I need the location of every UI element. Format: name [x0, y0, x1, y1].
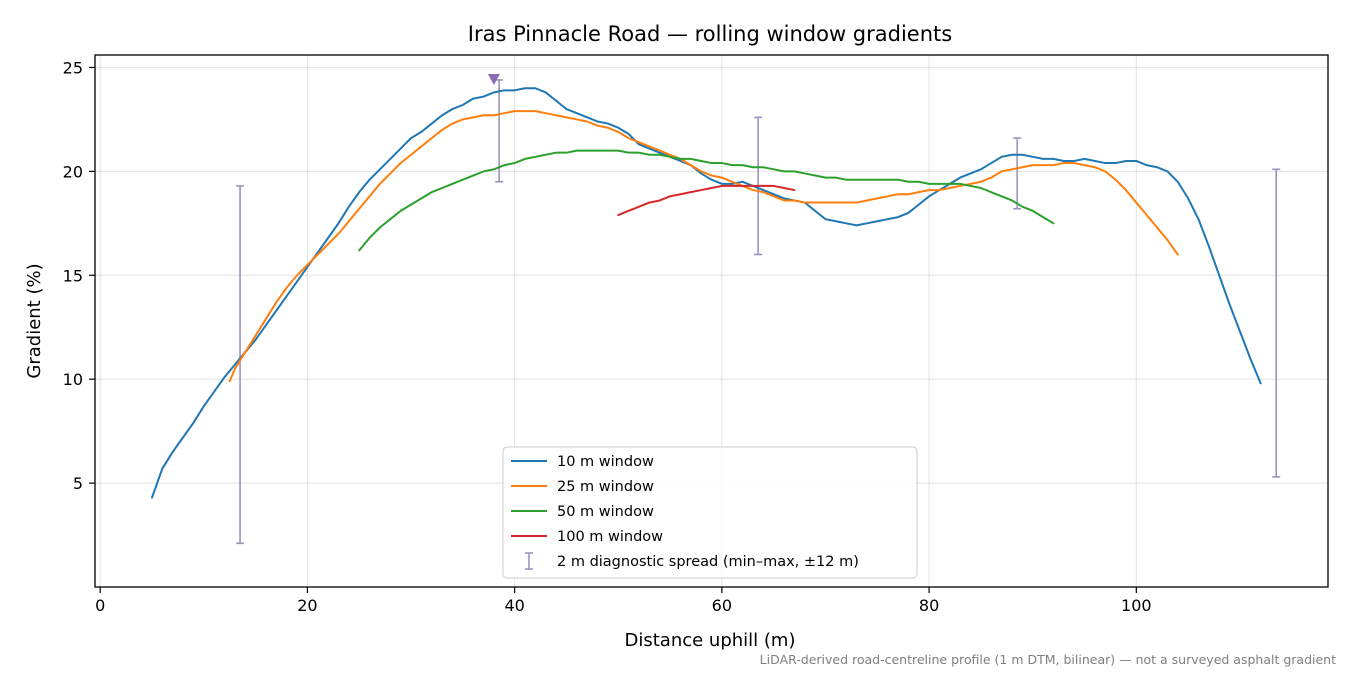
plot-frame	[94, 54, 1329, 588]
diagnostic-spread-bar	[1013, 137, 1022, 210]
peak-marker	[487, 73, 500, 85]
y-tick-label: 20	[63, 162, 83, 181]
x-tick-label: 100	[1121, 596, 1152, 615]
chart-title: Iras Pinnacle Road — rolling window grad…	[468, 22, 952, 46]
legend-entry: 10 m window	[511, 454, 654, 470]
y-tick-label: 5	[73, 474, 83, 493]
x-tick-label: 80	[919, 596, 939, 615]
x-tick-label: 0	[95, 596, 105, 615]
legend-label: 10 m window	[557, 454, 654, 470]
legend-label: 50 m window	[557, 504, 654, 520]
diagnostic-spread-bar	[1272, 168, 1281, 478]
series-line-2	[228, 110, 1179, 383]
x-tick-label: 20	[297, 596, 317, 615]
legend: 10 m window 25 m window 50 m window 100 m w…	[502, 446, 918, 579]
legend-label: 2 m diagnostic spread (min–max, ±12 m)	[557, 554, 859, 570]
series-line-3	[358, 149, 1055, 252]
legend-label: 100 m window	[557, 529, 663, 545]
y-tick-label: 10	[63, 370, 83, 389]
legend-entry: 2 m diagnostic spread (min–max, ±12 m)	[525, 552, 859, 570]
x-tick-label: 40	[504, 596, 524, 615]
series-line-4	[617, 184, 796, 217]
chart-caption: LiDAR-derived road-centreline profile (1…	[760, 652, 1336, 667]
x-tick-label: 60	[712, 596, 732, 615]
legend-entry: 100 m window	[511, 529, 663, 545]
legend-entry: 25 m window	[511, 479, 654, 495]
series-line-1	[150, 87, 1262, 499]
y-tick-label: 15	[63, 266, 83, 285]
legend-entry: 50 m window	[511, 504, 654, 520]
y-tick-label: 25	[63, 58, 83, 77]
legend-label: 25 m window	[557, 479, 654, 495]
y-axis-label: Gradient (%)	[24, 263, 45, 378]
diagnostic-spread-bar	[236, 185, 245, 545]
legend-box	[502, 446, 918, 579]
x-axis-label: Distance uphill (m)	[625, 630, 796, 651]
